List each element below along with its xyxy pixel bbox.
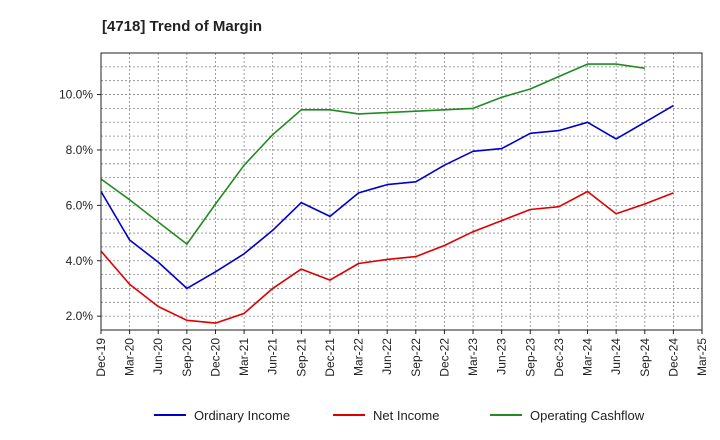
grid	[101, 53, 702, 330]
x-tick-label: Dec-22	[437, 338, 451, 377]
x-tick-label: Dec-19	[94, 338, 108, 377]
x-tick-label: Jun-20	[151, 338, 165, 375]
y-tick-label: 8.0%	[66, 143, 94, 157]
x-tick-label: Dec-24	[666, 338, 680, 377]
x-tick-label: Sep-24	[638, 338, 652, 377]
y-tick-label: 4.0%	[66, 254, 94, 268]
x-tick-label: Dec-21	[323, 338, 337, 377]
y-tick-label: 10.0%	[59, 88, 93, 102]
x-tick-label: Jun-22	[380, 338, 394, 375]
x-tick-label: Mar-20	[123, 338, 137, 376]
y-tick-label: 2.0%	[66, 309, 94, 323]
legend-label-net-income: Net Income	[373, 408, 439, 423]
x-tick-label: Sep-22	[409, 338, 423, 377]
legend-label-ordinary-income: Ordinary Income	[194, 408, 290, 423]
series-line-ordinary-income	[100, 104, 674, 290]
x-tick-label: Jun-23	[495, 338, 509, 375]
x-tick-label: Mar-23	[466, 338, 480, 376]
chart-title: [4718] Trend of Margin	[102, 18, 262, 35]
x-tick-label: Jun-21	[266, 338, 280, 375]
x-tick-label: Mar-25	[695, 338, 709, 376]
x-tick-label: Mar-24	[581, 338, 595, 376]
x-tick-label: Dec-23	[552, 338, 566, 377]
x-tick-label: Mar-22	[352, 338, 366, 376]
x-tick-label: Dec-20	[208, 338, 222, 377]
x-tick-label: Jun-24	[609, 338, 623, 375]
series-lines	[100, 63, 674, 324]
x-tick-label: Sep-23	[523, 338, 537, 377]
x-tick-label: Sep-21	[294, 338, 308, 377]
x-tick-label: Mar-21	[237, 338, 251, 376]
x-axis-ticks: Dec-19 Mar-20 Jun-20 Sep-20 Dec-20 Mar-21 Jun-…	[94, 330, 709, 377]
plot-frame	[100, 52, 703, 331]
legend-label-operating-cashflow: Operating Cashflow	[530, 408, 645, 423]
legend: Ordinary Income Net Income Operating Cashf…	[154, 408, 645, 423]
y-tick-label: 6.0%	[66, 198, 94, 212]
series-line-net-income	[100, 190, 674, 324]
series-line-operating-cashflow	[100, 63, 645, 245]
x-tick-label: Sep-20	[180, 338, 194, 377]
y-axis-ticks: 2.0% 4.0% 6.0% 8.0% 10.0%	[59, 88, 101, 323]
